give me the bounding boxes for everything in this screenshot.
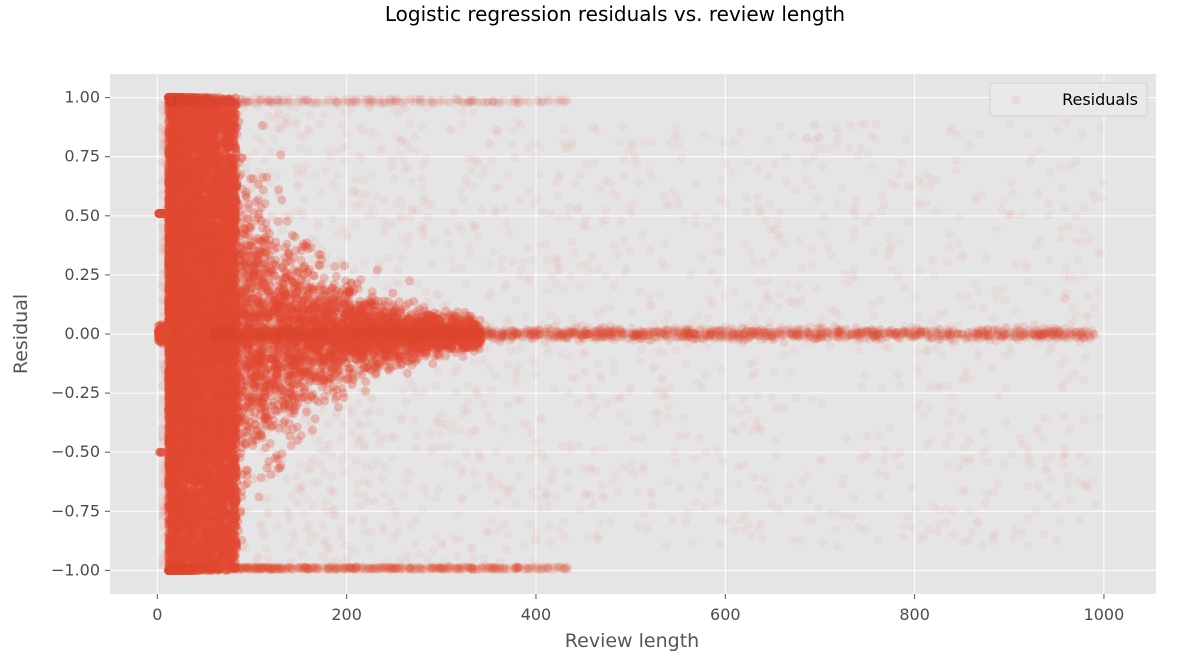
- chart-title: Logistic regression residuals vs. review…: [385, 2, 845, 26]
- grid-lines: [110, 74, 1156, 594]
- residual-points: [153, 93, 1108, 575]
